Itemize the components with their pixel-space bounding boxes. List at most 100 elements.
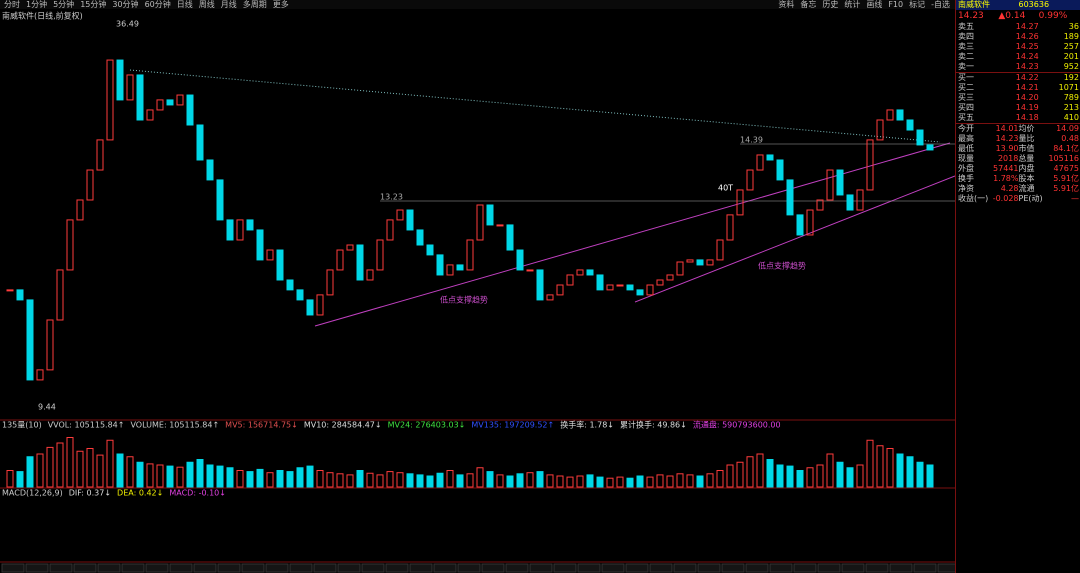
price-row: 14.23 ▲0.14 0.99% [956, 10, 1080, 22]
tab[interactable] [385, 563, 409, 573]
tab[interactable] [241, 563, 265, 573]
book-cell: 257 [1063, 42, 1079, 51]
book-cell: 410 [1063, 113, 1079, 122]
tab[interactable] [289, 563, 313, 573]
tab[interactable] [313, 563, 337, 573]
candle [556, 284, 564, 296]
tab[interactable] [433, 563, 457, 573]
candle [456, 264, 464, 271]
tab[interactable] [769, 563, 793, 573]
tab[interactable] [121, 563, 145, 573]
toolbar-button[interactable]: -自选 [931, 0, 950, 9]
toolbar-button[interactable]: 日线 [177, 0, 193, 9]
book-cell: 201 [1063, 52, 1079, 61]
tab[interactable] [49, 563, 73, 573]
tab[interactable] [73, 563, 97, 573]
tab[interactable] [529, 563, 553, 573]
tab[interactable] [601, 563, 625, 573]
info-cell: 现量 [958, 154, 974, 163]
tab[interactable] [1, 563, 25, 573]
book-cell: 卖四 [958, 32, 974, 41]
volume-bar [566, 476, 574, 488]
tab[interactable] [169, 563, 193, 573]
toolbar-button[interactable]: 30分钟 [112, 0, 138, 9]
candle [826, 169, 834, 201]
info-cell: 105116 [1048, 154, 1080, 163]
toolbar-button[interactable]: 月线 [221, 0, 237, 9]
tab[interactable] [745, 563, 769, 573]
tab[interactable] [361, 563, 385, 573]
volume-bar [906, 456, 914, 488]
tab[interactable] [649, 563, 673, 573]
tab[interactable] [937, 563, 955, 573]
toolbar-button[interactable]: 5分钟 [53, 0, 74, 9]
candle [866, 139, 874, 191]
tab[interactable] [577, 563, 601, 573]
volume-bar [126, 456, 134, 488]
volume-bar [626, 477, 634, 488]
volume-bar [216, 465, 224, 488]
toolbar-button[interactable]: 更多 [273, 0, 289, 9]
candle [696, 259, 704, 266]
candle [476, 204, 484, 241]
tab[interactable] [409, 563, 433, 573]
trend-line [129, 69, 941, 143]
tab[interactable] [25, 563, 49, 573]
candle [646, 284, 654, 296]
tab[interactable] [337, 563, 361, 573]
tab[interactable] [481, 563, 505, 573]
toolbar-button[interactable]: 历史 [822, 0, 838, 9]
toolbar-button[interactable]: 资料 [778, 0, 794, 9]
stock-name: 南威软件 [958, 0, 990, 9]
toolbar-button[interactable]: 统计 [844, 0, 860, 9]
tab[interactable] [265, 563, 289, 573]
volume-bar [76, 450, 84, 488]
toolbar-button[interactable]: 备忘 [800, 0, 816, 9]
tab[interactable] [457, 563, 481, 573]
tab[interactable] [817, 563, 841, 573]
tab[interactable] [865, 563, 889, 573]
volume-bar [256, 468, 264, 488]
toolbar-button[interactable]: 画线 [866, 0, 882, 9]
toolbar-button[interactable]: 标记 [909, 0, 925, 9]
book-cell: 卖五 [958, 22, 974, 31]
volume-bar [336, 473, 344, 488]
tab[interactable] [793, 563, 817, 573]
tab[interactable] [553, 563, 577, 573]
toolbar-button[interactable]: 15分钟 [80, 0, 106, 9]
book-row: 卖三 14.25 257 [956, 42, 1080, 52]
volume-bar [736, 461, 744, 488]
volume-bar [116, 453, 124, 488]
toolbar-button[interactable]: 周线 [199, 0, 215, 9]
tab[interactable] [889, 563, 913, 573]
toolbar-button[interactable]: F10 [888, 0, 903, 9]
toolbar-button[interactable]: 多周期 [243, 0, 267, 9]
book-cell: 14.25 [1015, 42, 1039, 51]
tab[interactable] [505, 563, 529, 573]
toolbar-button[interactable]: 1分钟 [26, 0, 47, 9]
candle [626, 284, 634, 291]
candle [136, 74, 144, 121]
candle [386, 219, 394, 241]
volume-bar [686, 474, 694, 488]
tab[interactable] [673, 563, 697, 573]
tab[interactable] [913, 563, 937, 573]
tab[interactable] [721, 563, 745, 573]
tab[interactable] [841, 563, 865, 573]
toolbar-button[interactable]: 60分钟 [145, 0, 171, 9]
tab[interactable] [97, 563, 121, 573]
volume-bar [356, 470, 364, 488]
candle [526, 269, 534, 272]
tab[interactable] [625, 563, 649, 573]
candle [686, 259, 694, 263]
tab[interactable] [145, 563, 169, 573]
candle [416, 229, 424, 246]
tab[interactable] [193, 563, 217, 573]
info-cell: 今开 [958, 124, 974, 133]
indicator-label: 累计换手: 49.86↓ [620, 420, 687, 430]
tab[interactable] [217, 563, 241, 573]
volume-bar [486, 471, 494, 488]
tab[interactable] [697, 563, 721, 573]
toolbar-button[interactable]: 分时 [4, 0, 20, 9]
volume-bar [266, 472, 274, 488]
